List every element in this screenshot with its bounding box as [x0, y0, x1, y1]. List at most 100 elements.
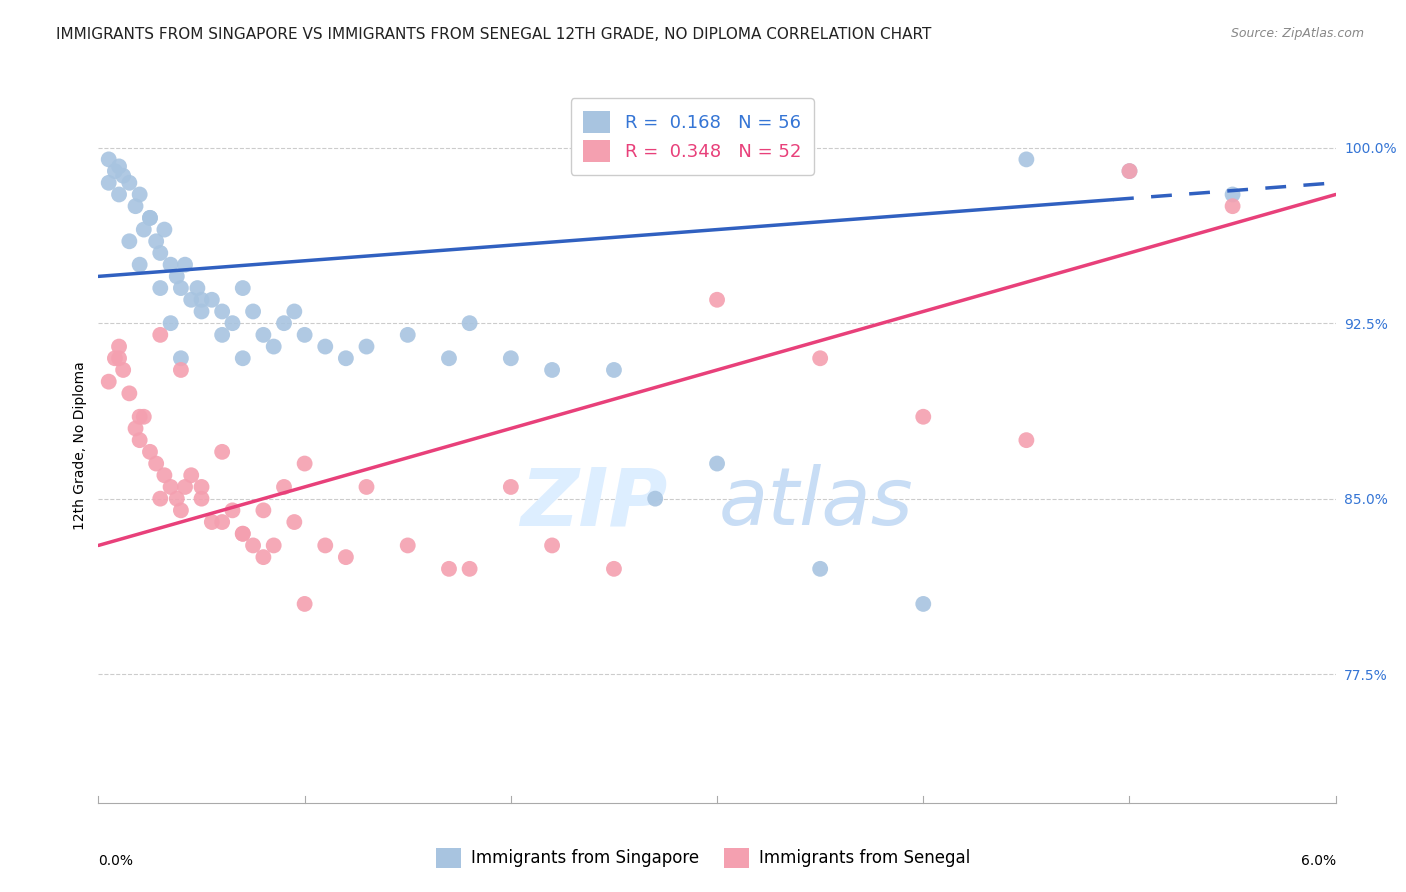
- Point: [644, 491, 666, 506]
- Point: [104, 351, 127, 366]
- Text: IMMIGRANTS FROM SINGAPORE VS IMMIGRANTS FROM SENEGAL 12TH GRADE, NO DIPLOMA CORR: IMMIGRANTS FROM SINGAPORE VS IMMIGRANTS …: [56, 27, 932, 42]
- Point: [335, 351, 357, 366]
- Point: [170, 351, 193, 366]
- Point: [174, 480, 197, 494]
- Point: [145, 457, 167, 471]
- Point: [108, 351, 131, 366]
- Point: [603, 363, 626, 377]
- Point: [132, 222, 155, 236]
- Text: 0.0%: 0.0%: [98, 855, 134, 868]
- Point: [1222, 199, 1244, 213]
- Point: [458, 562, 481, 576]
- Point: [97, 153, 120, 167]
- Point: [170, 363, 193, 377]
- Point: [283, 515, 305, 529]
- Point: [706, 457, 728, 471]
- Point: [273, 480, 295, 494]
- Point: [252, 327, 274, 342]
- Point: [112, 363, 135, 377]
- Point: [273, 316, 295, 330]
- Point: [314, 538, 336, 552]
- Point: [112, 169, 135, 183]
- Point: [396, 538, 419, 552]
- Point: [97, 176, 120, 190]
- Point: [458, 316, 481, 330]
- Point: [242, 304, 264, 318]
- Text: ZIP: ZIP: [520, 464, 668, 542]
- Point: [232, 351, 254, 366]
- Y-axis label: 12th Grade, No Diploma: 12th Grade, No Diploma: [73, 361, 87, 531]
- Point: [149, 246, 172, 260]
- Point: [211, 445, 233, 459]
- Point: [1118, 164, 1140, 178]
- Point: [201, 293, 224, 307]
- Point: [190, 480, 212, 494]
- Point: [252, 503, 274, 517]
- Point: [149, 327, 172, 342]
- Point: [808, 562, 831, 576]
- Point: [174, 258, 197, 272]
- Point: [139, 211, 162, 225]
- Point: [294, 457, 316, 471]
- Point: [124, 421, 146, 435]
- Point: [159, 258, 181, 272]
- Point: [499, 351, 522, 366]
- Point: [128, 409, 150, 424]
- Legend: Immigrants from Singapore, Immigrants from Senegal: Immigrants from Singapore, Immigrants fr…: [429, 841, 977, 875]
- Point: [190, 293, 212, 307]
- Point: [706, 293, 728, 307]
- Point: [1118, 164, 1140, 178]
- Point: [912, 597, 935, 611]
- Point: [180, 293, 202, 307]
- Point: [437, 562, 460, 576]
- Point: [211, 304, 233, 318]
- Point: [118, 176, 141, 190]
- Point: [166, 269, 188, 284]
- Point: [541, 538, 564, 552]
- Point: [145, 234, 167, 248]
- Point: [356, 340, 378, 354]
- Point: [263, 340, 285, 354]
- Point: [283, 304, 305, 318]
- Point: [912, 409, 935, 424]
- Point: [499, 480, 522, 494]
- Point: [97, 375, 120, 389]
- Point: [603, 562, 626, 576]
- Point: [108, 340, 131, 354]
- Point: [294, 327, 316, 342]
- Point: [242, 538, 264, 552]
- Point: [139, 445, 162, 459]
- Point: [221, 316, 243, 330]
- Point: [124, 199, 146, 213]
- Point: [221, 503, 243, 517]
- Point: [232, 526, 254, 541]
- Point: [108, 187, 131, 202]
- Point: [190, 491, 212, 506]
- Point: [186, 281, 208, 295]
- Point: [201, 515, 224, 529]
- Point: [808, 351, 831, 366]
- Point: [252, 550, 274, 565]
- Point: [166, 491, 188, 506]
- Point: [153, 468, 176, 483]
- Point: [128, 433, 150, 447]
- Point: [356, 480, 378, 494]
- Point: [104, 164, 127, 178]
- Point: [1015, 433, 1038, 447]
- Point: [232, 281, 254, 295]
- Point: [335, 550, 357, 565]
- Point: [437, 351, 460, 366]
- Point: [118, 234, 141, 248]
- Point: [139, 211, 162, 225]
- Point: [132, 409, 155, 424]
- Point: [180, 468, 202, 483]
- Point: [108, 160, 131, 174]
- Point: [190, 304, 212, 318]
- Point: [211, 327, 233, 342]
- Point: [211, 515, 233, 529]
- Point: [232, 526, 254, 541]
- Point: [314, 340, 336, 354]
- Point: [541, 363, 564, 377]
- Text: Source: ZipAtlas.com: Source: ZipAtlas.com: [1230, 27, 1364, 40]
- Point: [159, 480, 181, 494]
